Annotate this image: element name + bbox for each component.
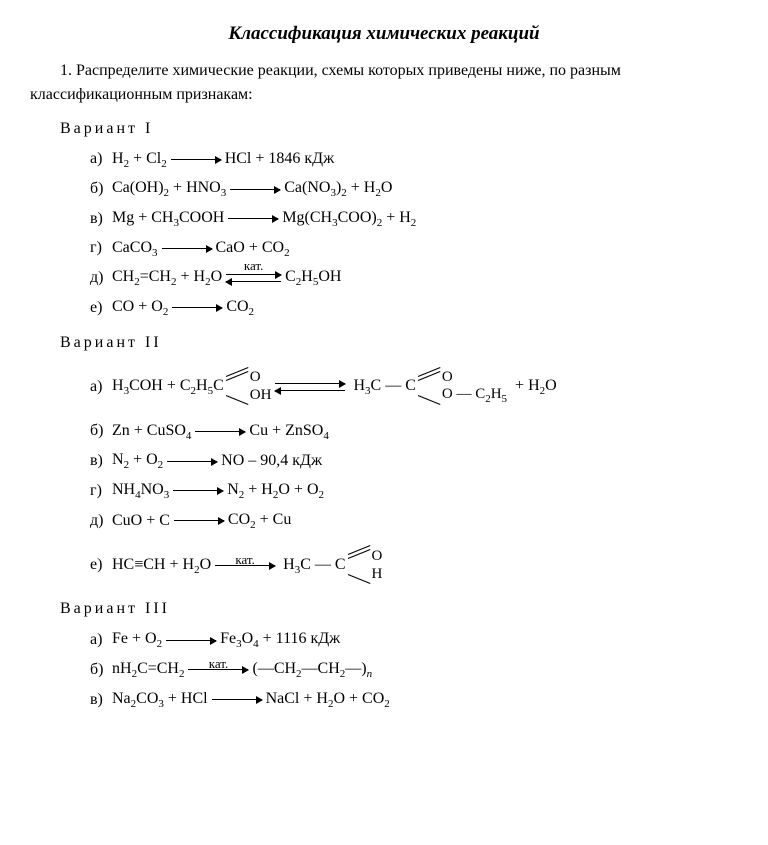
eq-v1-f: е) CO + O2 CO2 [90, 295, 738, 321]
eq-v2-c: в) N2 + O2 NO – 90,4 кДж [90, 448, 738, 474]
arrow-icon [228, 218, 278, 219]
eq-v3-c: в) Na2CO3 + HCl NaCl + H2O + CO2 [90, 687, 738, 713]
eq-v2-b: б) Zn + CuSO4 Cu + ZnSO4 [90, 419, 738, 445]
eq-v1-d: г) CaCO3 CaO + CO2 [90, 236, 738, 262]
struct-formula: O O — C2H5 [418, 369, 507, 405]
arrow-icon [172, 307, 222, 308]
arrow-icon [212, 699, 262, 700]
variant-2-header: Вариант II [60, 331, 738, 355]
eq-v2-f: е) HC≡CH + H2O кат. H3C — C O H [90, 547, 738, 583]
variant-1-header: Вариант I [60, 117, 738, 141]
arrow-icon: кат. [215, 565, 275, 566]
eq-v2-a: а) H3COH + C2H5C O OH H3C — C O O — C2H5… [90, 369, 738, 405]
eq-v1-c: в) Mg + CH3COOH Mg(CH3COO)2 + H2 [90, 206, 738, 232]
arrow-icon [173, 490, 223, 491]
eq-v2-d: г) NH4NO3 N2 + H2O + O2 [90, 478, 738, 504]
arrow-icon [166, 640, 216, 641]
struct-formula: O OH [226, 369, 272, 405]
eq-v1-e: д) CH2=CH2 + H2O кат. C2H5OH [90, 265, 738, 291]
eq-v3-a: а) Fe + O2 Fe3O4 + 1116 кДж [90, 627, 738, 653]
arrow-icon [195, 431, 245, 432]
eq-v1-b: б) Ca(OH)2 + HNO3 Ca(NO3)2 + H2O [90, 176, 738, 202]
arrow-icon [230, 189, 280, 190]
equilibrium-arrow-icon: кат. [226, 272, 281, 284]
arrow-icon: кат. [188, 669, 248, 670]
arrow-icon [167, 461, 217, 462]
arrow-icon [171, 159, 221, 160]
variant-3-header: Вариант III [60, 597, 738, 621]
page-title: Классификация химических реакций [30, 20, 738, 49]
intro-text: 1. Распределите химические реакции, схем… [30, 59, 738, 107]
eq-v2-e: д) CuO + C CO2 + Cu [90, 508, 738, 534]
equilibrium-arrow-icon [275, 381, 345, 393]
eq-v3-b: б) nH2C=CH2 кат. (—CH2—CH2—)n [90, 657, 738, 683]
arrow-icon [162, 248, 212, 249]
struct-formula: O H [348, 547, 383, 583]
arrow-icon [174, 520, 224, 521]
eq-v1-a: а) H2 + Cl2 HCl + 1846 кДж [90, 147, 738, 173]
